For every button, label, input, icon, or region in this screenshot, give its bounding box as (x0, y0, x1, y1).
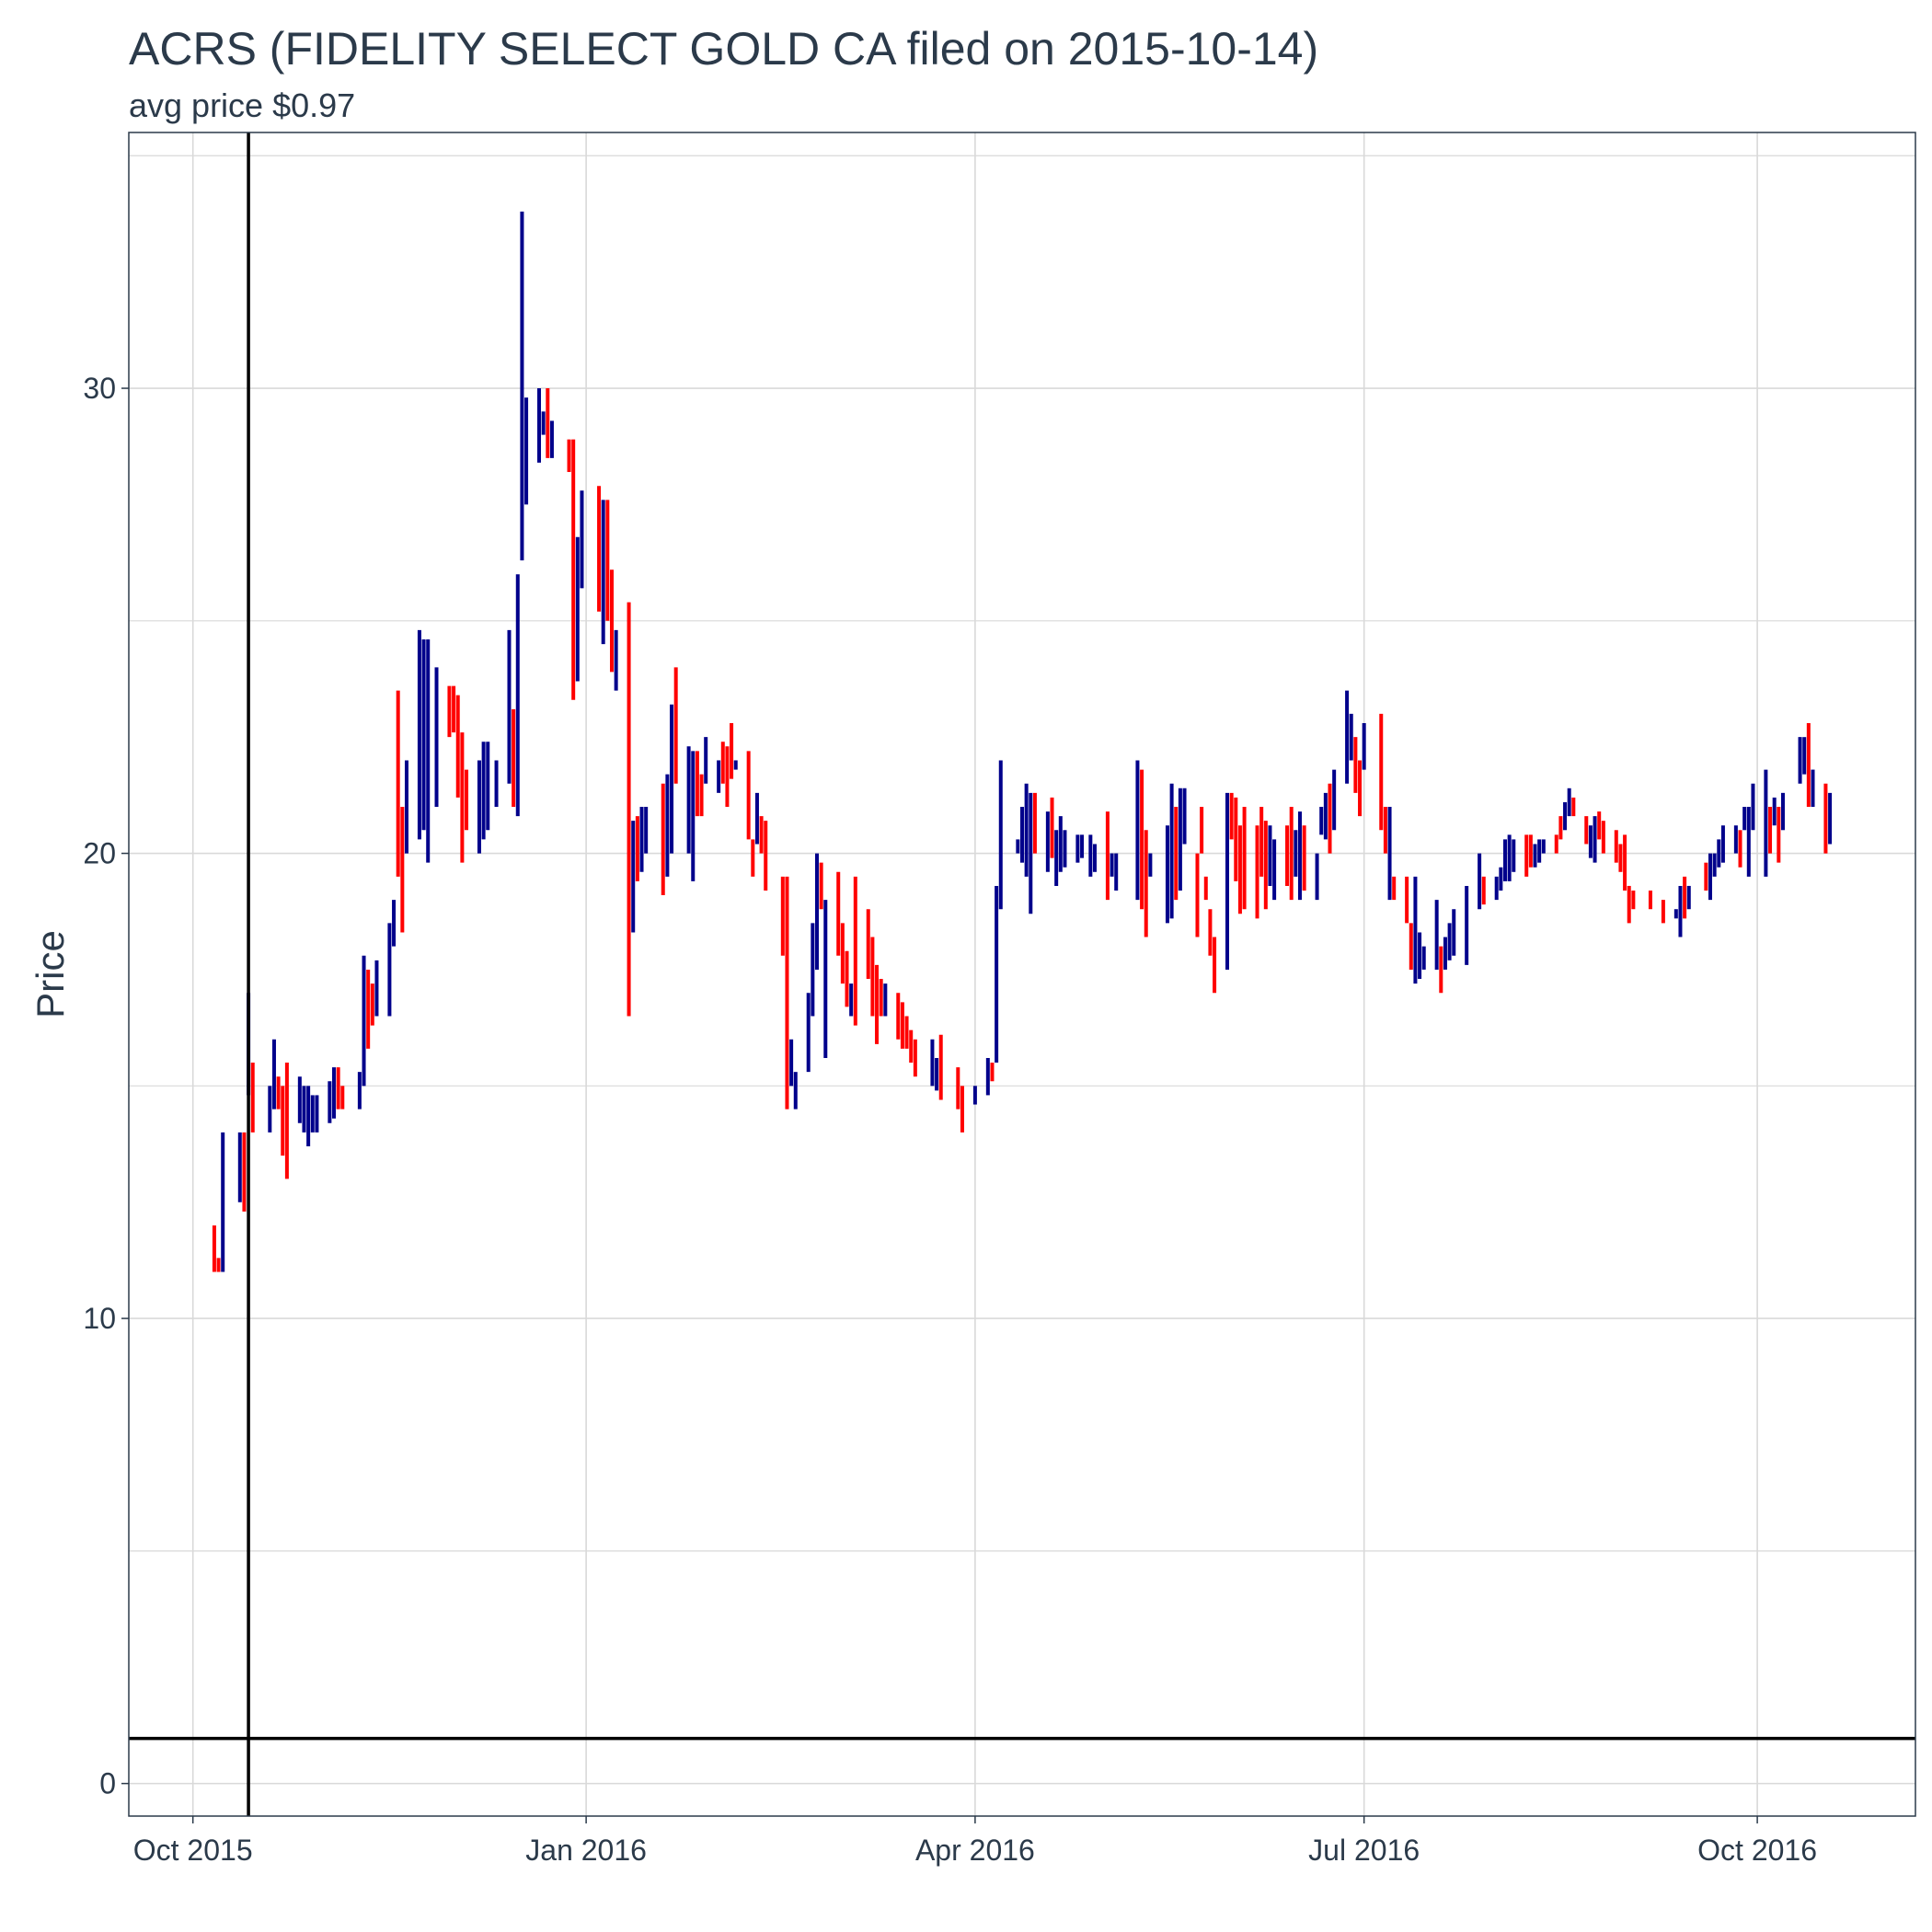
grid (129, 132, 1915, 1816)
y-axis-title: Price (29, 930, 72, 1018)
chart-title: ACRS (FIDELITY SELECT GOLD CA filed on 2… (129, 23, 1318, 75)
plot-panel-border (128, 132, 1916, 1817)
y-tick-label: 10 (83, 1302, 116, 1335)
reference-lines (129, 132, 1915, 1816)
y-tick-label: 0 (99, 1767, 116, 1800)
x-tick-label: Oct 2016 (1697, 1834, 1817, 1867)
y-tick-label: 30 (83, 372, 116, 405)
y-axis-ticks: 0 10 20 30 (83, 372, 129, 1800)
x-axis-ticks: Oct 2015 Jan 2016 Apr 2016 Jul 2016 Oct 2016 (133, 1816, 1817, 1867)
chart-subtitle: avg price $0.97 (129, 86, 355, 124)
price-bars (212, 211, 1833, 1272)
y-tick-label: 20 (83, 837, 116, 870)
x-tick-label: Jan 2016 (525, 1834, 647, 1867)
x-tick-label: Apr 2016 (915, 1834, 1035, 1867)
x-tick-label: Jul 2016 (1308, 1834, 1420, 1867)
x-tick-label: Oct 2015 (133, 1834, 253, 1867)
